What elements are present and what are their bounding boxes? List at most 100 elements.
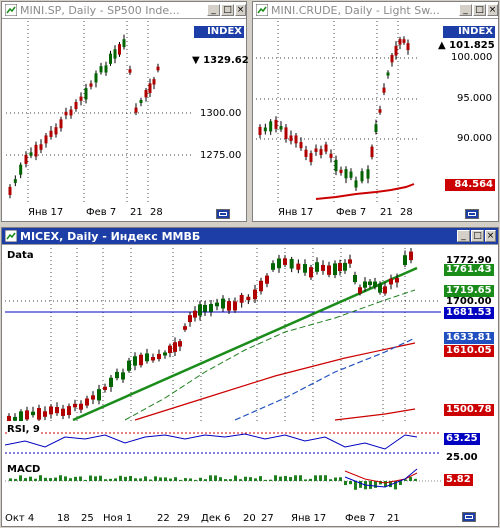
candle-body bbox=[13, 179, 17, 183]
candle-body bbox=[79, 403, 83, 410]
maximize-button[interactable]: □ bbox=[221, 4, 234, 16]
price-chart[interactable] bbox=[256, 21, 418, 205]
macd-histogram-bar bbox=[234, 475, 237, 481]
x-axis-labels: Янв 17 Фев 7 21 28 bbox=[256, 207, 418, 220]
candle-body bbox=[309, 153, 313, 162]
window-micex[interactable]: MICEX, Daily - Индекс ММВБ _ □ × Data 17… bbox=[1, 227, 499, 527]
candle-body bbox=[314, 148, 318, 152]
chart-icon bbox=[5, 230, 17, 242]
macd-histogram-bar bbox=[319, 475, 322, 481]
candle-body bbox=[79, 96, 83, 101]
scale-switch-icon[interactable] bbox=[465, 209, 479, 219]
rsi-value-badge: 63.25 bbox=[444, 433, 480, 445]
title-bar[interactable]: MINI.SP, Daily - SP500 Inde... _ □ × bbox=[2, 2, 246, 19]
candle-body bbox=[339, 169, 343, 173]
macd-histogram-bar bbox=[109, 478, 112, 481]
candle-body bbox=[73, 403, 77, 408]
candle-body bbox=[59, 119, 63, 129]
candle-body bbox=[279, 126, 283, 130]
price-chart[interactable] bbox=[5, 248, 441, 421]
candle-body bbox=[152, 79, 156, 85]
macd-histogram-bar bbox=[269, 479, 272, 481]
window-mini-sp[interactable]: MINI.SP, Daily - SP500 Inde... _ □ × IND… bbox=[1, 1, 249, 222]
title-bar[interactable]: MICEX, Daily - Индекс ММВБ _ □ × bbox=[2, 228, 498, 245]
maximize-button[interactable]: □ bbox=[471, 230, 484, 242]
macd-histogram-bar bbox=[374, 481, 377, 488]
maximize-button[interactable]: □ bbox=[473, 4, 486, 16]
candle-body bbox=[303, 264, 307, 273]
candle-body bbox=[113, 49, 117, 59]
x-tick: 21 bbox=[380, 207, 393, 218]
price-chart[interactable] bbox=[6, 21, 192, 205]
y-tick-95: 95.000 bbox=[457, 93, 492, 104]
macd-histogram-bar bbox=[99, 475, 102, 481]
macd-histogram-bar bbox=[164, 477, 167, 481]
x-axis-labels: Окт 4 18 25 Ноя 1 22 29 Дек 6 20 27 Янв … bbox=[5, 513, 445, 526]
candle-body bbox=[299, 142, 303, 149]
candle-body bbox=[168, 345, 172, 353]
x-tick: 28 bbox=[400, 207, 413, 218]
candle-body bbox=[173, 342, 177, 352]
close-button[interactable]: × bbox=[235, 4, 246, 16]
x-tick: 20 bbox=[243, 513, 256, 524]
last-price-badge: ▲ 101.825 bbox=[438, 40, 495, 51]
macd-histogram-bar bbox=[279, 476, 282, 481]
candle-body bbox=[115, 371, 119, 379]
window-mini-crude[interactable]: MINI.CRUDE, Daily - Light Sw... _ □ × IN… bbox=[252, 1, 499, 222]
price-badge-ma-fast: 1761.43 bbox=[444, 264, 494, 276]
minimize-button[interactable]: _ bbox=[207, 4, 220, 16]
candle-body bbox=[43, 411, 47, 417]
macd-histogram-bar bbox=[249, 477, 252, 481]
minimize-button[interactable]: _ bbox=[457, 230, 470, 242]
candle-body bbox=[269, 121, 273, 132]
macd-histogram-bar bbox=[29, 476, 32, 481]
minimize-button[interactable]: _ bbox=[459, 4, 472, 16]
candle-body bbox=[383, 286, 387, 294]
candle-body bbox=[319, 149, 323, 156]
macd-chart[interactable] bbox=[5, 465, 441, 495]
candle-body bbox=[409, 251, 413, 261]
window-title: MINI.CRUDE, Daily - Light Sw... bbox=[271, 4, 440, 17]
candle-body bbox=[39, 144, 43, 150]
x-tick: Ноя 1 bbox=[103, 513, 133, 524]
candle-body bbox=[84, 88, 88, 100]
macd-histogram-bar bbox=[224, 479, 227, 481]
chart-icon bbox=[256, 4, 268, 16]
macd-histogram-bar bbox=[64, 476, 67, 481]
candle-body bbox=[239, 294, 244, 303]
macd-histogram-bar bbox=[309, 478, 312, 481]
y-tick-1300: 1300.00 bbox=[200, 108, 242, 119]
title-bar[interactable]: MINI.CRUDE, Daily - Light Sw... _ □ × bbox=[253, 2, 498, 19]
candle-body bbox=[390, 55, 394, 63]
candle-body bbox=[109, 53, 112, 64]
candle-body bbox=[7, 415, 11, 421]
close-button[interactable]: × bbox=[485, 230, 496, 242]
x-tick: 22 bbox=[157, 513, 170, 524]
candle-body bbox=[233, 301, 237, 311]
candle-body bbox=[8, 186, 12, 195]
macd-histogram-bar bbox=[359, 481, 362, 488]
close-button[interactable]: × bbox=[487, 4, 498, 16]
candle-body bbox=[327, 265, 331, 275]
x-tick: 27 bbox=[261, 513, 274, 524]
moving-average-line bbox=[315, 183, 415, 200]
candle-body bbox=[368, 281, 372, 285]
candle-body bbox=[85, 398, 89, 406]
candle-body bbox=[128, 69, 132, 73]
macd-histogram-bar bbox=[294, 475, 297, 481]
rsi-chart[interactable] bbox=[5, 425, 441, 461]
candle-body bbox=[363, 281, 367, 288]
macd-histogram-bar bbox=[184, 478, 187, 481]
candle-body bbox=[406, 43, 410, 51]
scale-switch-icon[interactable] bbox=[216, 209, 230, 219]
candle-body bbox=[37, 408, 41, 420]
candle-body bbox=[403, 255, 407, 265]
macd-histogram-bar bbox=[214, 475, 217, 481]
candle-body bbox=[338, 262, 342, 272]
macd-histogram-bar bbox=[229, 479, 232, 481]
macd-histogram-bar bbox=[379, 481, 382, 485]
scale-switch-icon[interactable] bbox=[462, 512, 476, 522]
candle-body bbox=[353, 275, 357, 283]
macd-histogram-bar bbox=[339, 477, 342, 481]
macd-histogram-bar bbox=[84, 479, 87, 481]
